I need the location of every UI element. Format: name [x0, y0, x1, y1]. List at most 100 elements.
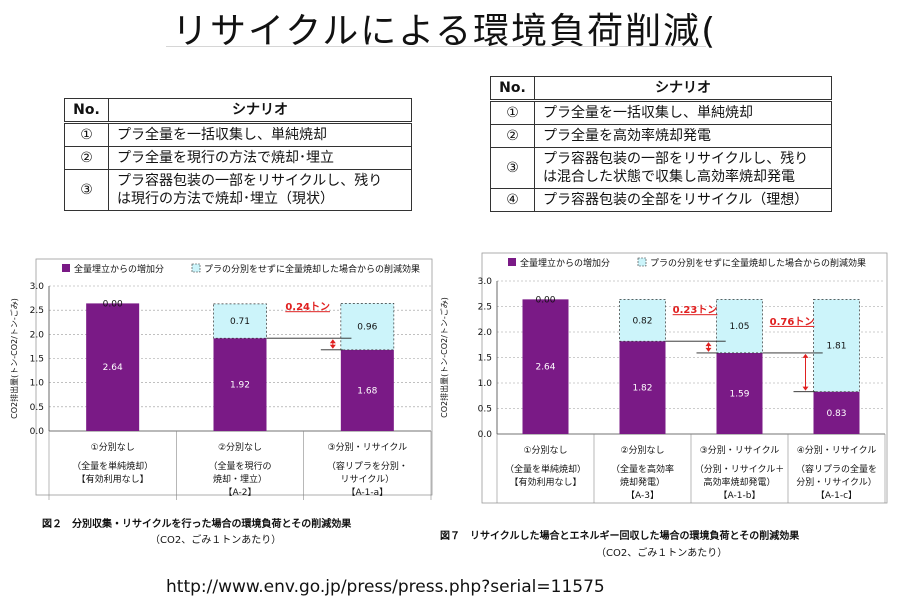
bar-value-label: 0.96: [357, 323, 377, 333]
table-row: ③ プラ容器包装の一部をリサイクルし、残り は混合した状態で収集し高効率焼却発電: [490, 147, 832, 189]
legend-swatch-base: [508, 258, 516, 266]
title-divider: [166, 46, 706, 47]
category-label: リサイクル）: [341, 474, 395, 485]
category-label: ①分別なし: [523, 445, 567, 456]
table-cell-no: ③: [64, 169, 109, 211]
bar-value-label: 1.59: [729, 389, 749, 399]
bar-value-label: 2.64: [103, 363, 123, 373]
scenario-table-left: No. シナリオ ① プラ全量を一括収集し、単純焼却 ② プラ全量を現行の方法で…: [64, 98, 412, 211]
bar-base: [619, 341, 666, 434]
category-label: 分別・リサイクル）: [796, 477, 877, 488]
difference-label: 0.24トン: [285, 301, 330, 313]
y-tick-label: 1.5: [478, 354, 492, 364]
category-label: 【A-3】: [626, 490, 659, 501]
bar-base: [86, 303, 140, 431]
category-label: （容リプラの全量を: [796, 463, 877, 475]
category-label: （全量を高効率: [611, 463, 674, 475]
category-label: ④分別・リサイクル: [797, 445, 877, 456]
table-cell-no: ②: [64, 146, 109, 170]
table-cell-scenario: プラ全量を一括収集し、単純焼却: [534, 100, 832, 125]
bar-value-label: 1.92: [230, 381, 250, 391]
legend-label: 全量埋立からの増加分: [520, 257, 610, 269]
arrow-head-down: [705, 347, 712, 352]
table-row: ② プラ全量を高効率焼却発電: [490, 124, 832, 148]
y-tick-label: 3.0: [478, 277, 493, 287]
legend-swatch-reduction: [637, 257, 647, 267]
bar-value-label: 1.05: [729, 322, 749, 332]
category-label: ③分別・リサイクル: [700, 445, 780, 456]
source-url: http://www.env.go.jp/press/press.php?ser…: [166, 577, 605, 597]
category-label: 【有効利用なし】: [509, 476, 581, 488]
bar-value-label: 1.81: [826, 342, 846, 352]
bar-base: [522, 299, 569, 434]
category-label: （容リプラを分別・: [327, 460, 408, 472]
y-tick-label: 2.0: [478, 328, 493, 338]
category-label: （全量を単純焼却）: [72, 460, 153, 472]
category-label: 焼却・埋立）: [213, 473, 267, 485]
legend-label: プラの分別をせずに全量焼却した場合からの削減効果: [650, 257, 866, 269]
table-row: ④ プラ容器包装の全部をリサイクル（理想）: [490, 188, 832, 212]
table-cell-no: ④: [490, 188, 535, 212]
category-label: ①分別なし: [91, 442, 135, 453]
y-tick-label: 2.0: [30, 330, 45, 340]
y-tick-label: 2.5: [30, 306, 44, 316]
category-label: （分別・リサイクル＋: [695, 464, 785, 475]
table-row: ③ プラ容器包装の一部をリサイクルし、残り は現行の方法で焼却･埋立（現状）: [64, 169, 412, 211]
category-label: （全量を単純焼却）: [505, 463, 586, 475]
bar-value-label: 0.71: [230, 317, 250, 327]
chart-caption-right: 図７ リサイクルした場合とエネルギー回収した場合の環境負荷とその削減効果: [440, 531, 800, 542]
legend-label: プラの分別をせずに全量焼却した場合からの削減効果: [204, 263, 420, 275]
arrow-head-down: [329, 344, 336, 349]
bar-base: [716, 352, 763, 434]
bar-base: [213, 338, 267, 431]
y-tick-label: 1.0: [30, 379, 45, 389]
y-tick-label: 1.5: [30, 355, 44, 365]
category-label: 【A-1-b】: [719, 490, 761, 501]
y-tick-label: 0.5: [478, 405, 492, 415]
arrow-head-up: [802, 353, 809, 358]
category-label: 【A-1-c】: [816, 490, 857, 501]
y-axis-label: CO2排出量(トン-CO2/トン-ごみ): [9, 298, 19, 419]
category-label: ③分別・リサイクル: [328, 442, 408, 453]
y-tick-label: 0.0: [30, 427, 45, 437]
table-cell-no: ①: [490, 100, 535, 125]
table-cell-scenario: プラ全量を一括収集し、単純焼却: [108, 122, 412, 147]
difference-label: 0.23トン: [673, 304, 718, 316]
bar-value-label: 0.83: [826, 409, 846, 419]
legend-swatch-base: [62, 264, 70, 272]
y-tick-label: 3.0: [30, 282, 45, 292]
table-cell-no: ①: [64, 122, 109, 147]
bar-value-label: 1.68: [357, 386, 377, 396]
table-cell-scenario: プラ全量を現行の方法で焼却･埋立: [108, 146, 412, 170]
table-header-scenario: シナリオ: [534, 76, 832, 102]
arrow-head-up: [329, 339, 336, 344]
y-tick-label: 0.5: [30, 403, 44, 413]
chart-frame: [481, 252, 888, 504]
table-header-no: No.: [490, 76, 535, 102]
bar-base: [813, 391, 860, 434]
bar-reduction: [813, 299, 860, 393]
category-label: 【A-2】: [224, 487, 257, 498]
bar-base: [340, 349, 394, 431]
bar-reduction: [716, 299, 763, 354]
bar-value-label: 1.82: [632, 384, 652, 394]
category-label: 【有効利用なし】: [77, 473, 149, 485]
chart-caption-sub-right: （CO2、ごみ１トンあたり）: [596, 548, 728, 559]
table-cell-scenario: プラ容器包装の全部をリサイクル（理想）: [534, 188, 832, 212]
table-header-scenario: シナリオ: [108, 98, 412, 124]
bar-value-label: 0.00: [103, 299, 123, 309]
bar-value-label: 2.64: [535, 363, 555, 373]
y-tick-label: 2.5: [478, 303, 492, 313]
bar-reduction: [619, 299, 666, 342]
table-header-no: No.: [64, 98, 109, 124]
slide-title: リサイクルによる環境負荷削減(: [172, 11, 718, 52]
bar-reduction: [213, 303, 267, 339]
scenario-table-right: No. シナリオ ① プラ全量を一括収集し、単純焼却 ② プラ全量を高効率焼却発…: [490, 76, 832, 212]
category-label: （全量を現行の: [208, 460, 271, 472]
bar-reduction: [340, 303, 395, 351]
difference-label: 0.76トン: [770, 316, 815, 328]
y-axis-label: CO2排出量(トン-CO2/トン-ごみ): [439, 297, 449, 418]
bar-value-label: 0.82: [632, 316, 652, 326]
arrow-head-up: [705, 342, 712, 347]
table-row: ① プラ全量を一括収集し、単純焼却: [64, 122, 412, 147]
